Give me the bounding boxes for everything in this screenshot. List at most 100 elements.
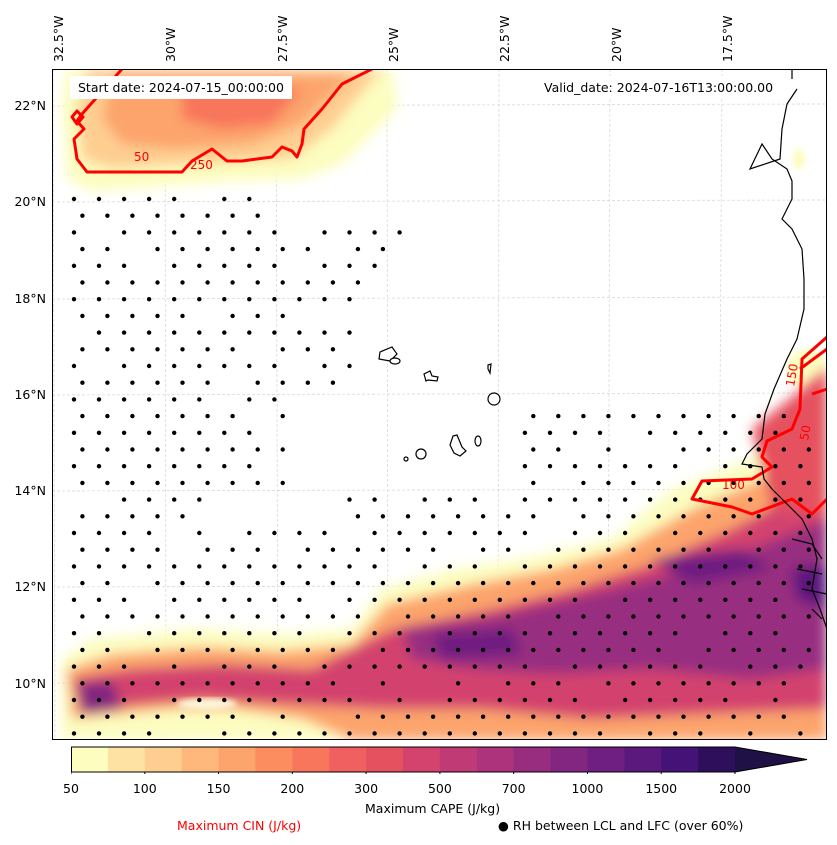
rh-dot: [422, 664, 427, 669]
rh-dot: [681, 447, 686, 452]
rh-dot: [581, 547, 586, 552]
rh-dot: [430, 547, 436, 552]
rh-dot: [622, 597, 628, 602]
rh-dot: [748, 631, 753, 636]
rh-dot: [121, 530, 127, 536]
rh-dot: [197, 430, 202, 435]
lat-tick-label: 16°N: [14, 387, 46, 402]
rh-dot: [597, 464, 603, 469]
rh-dot: [330, 614, 336, 619]
rh-dot: [80, 313, 85, 319]
rh-dot: [756, 647, 761, 653]
rh-dot: [230, 480, 235, 486]
rh-dot: [197, 297, 202, 302]
rh-dot: [756, 614, 761, 619]
island: [389, 357, 401, 365]
rh-dot: [681, 480, 686, 486]
rh-dot: [105, 580, 110, 586]
rh-dot: [606, 714, 611, 719]
rh-dot: [80, 714, 85, 719]
rh-dot: [781, 447, 786, 452]
rh-dot: [656, 647, 661, 653]
rh-dot: [197, 564, 202, 569]
rh-dot: [272, 397, 277, 402]
rh-dot: [322, 697, 327, 703]
rh-dot: [698, 564, 703, 569]
rh-dot: [130, 447, 135, 452]
lon-tick-label: 32.5°W: [51, 15, 66, 62]
rh-dot: [180, 280, 185, 285]
rh-dot: [80, 246, 85, 252]
rh-dot: [631, 614, 636, 619]
rh-dot: [647, 631, 653, 636]
rh-dot: [572, 664, 578, 669]
rh-dot: [673, 597, 678, 602]
lon-tick: 17.5°W: [720, 0, 737, 62]
rh-dot: [656, 714, 661, 719]
rh-dot: [798, 464, 803, 469]
rh-dot: [121, 330, 127, 335]
rh-dot: [380, 514, 386, 519]
rh-dot: [656, 480, 661, 486]
rh-dot: [96, 564, 102, 569]
rh-dot: [130, 313, 135, 319]
rh-dot: [631, 681, 636, 686]
rh-dot: [222, 363, 227, 369]
map-plot-area[interactable]: 50 250 100 150 50 Start date: 2024-07-15…: [52, 69, 827, 740]
rh-dot: [397, 530, 402, 536]
rh-dot: [647, 697, 653, 703]
rh-dot: [80, 514, 85, 519]
rh-dot: [723, 464, 728, 469]
rh-dot: [472, 631, 477, 636]
rh-dot: [121, 397, 127, 402]
rh-dot: [222, 263, 227, 268]
colorbar-segment: [144, 747, 183, 772]
rh-dot: [205, 580, 210, 586]
rh-dot: [105, 647, 110, 653]
rh-dot: [380, 647, 386, 653]
rh-dot: [556, 614, 561, 619]
rh-dot: [146, 196, 152, 202]
rh-dot: [96, 631, 102, 636]
rh-dot: [455, 514, 461, 519]
rh-dot: [322, 230, 327, 235]
rh-dot: [297, 597, 302, 602]
rh-dot: [723, 530, 728, 536]
rh-dot: [681, 514, 686, 519]
rh-dot: [806, 580, 811, 586]
rh-dot: [497, 731, 502, 736]
colorbar-segment: [476, 747, 515, 772]
valid-date-label: Valid_date: 2024-07-16T13:00:00.00: [536, 76, 782, 99]
rh-dot: [280, 614, 285, 619]
rh-dot: [355, 280, 361, 285]
rh-dot: [631, 647, 636, 653]
rh-dot: [347, 631, 352, 636]
rh-dot: [781, 547, 786, 552]
cin-contour: [799, 347, 827, 396]
rh-dot: [347, 297, 352, 302]
rh-dot: [197, 697, 202, 703]
rh-legend: ● RH between LCL and LFC (over 60%): [498, 818, 743, 833]
rh-dot: [706, 714, 711, 719]
rh-dot: [480, 714, 486, 719]
rh-dot: [397, 731, 402, 736]
rh-dot: [581, 580, 586, 586]
rh-dot: [522, 697, 528, 703]
rh-dot: [756, 480, 761, 486]
rh-dot: [71, 464, 77, 469]
colorbar-segment: [255, 747, 293, 772]
rh-dot: [230, 547, 235, 552]
rh-dot: [798, 530, 803, 536]
rh-dot: [581, 514, 586, 519]
rh-dot: [71, 263, 77, 268]
rh-dot: [146, 297, 152, 302]
rh-dot: [372, 564, 377, 569]
rh-dot: [297, 631, 302, 636]
rh-dot: [497, 697, 502, 703]
rh-dot: [380, 580, 386, 586]
rh-dot: [121, 464, 127, 469]
rh-dot: [155, 313, 160, 319]
rh-dot: [197, 464, 202, 469]
rh-dot: [380, 547, 386, 552]
colorbar-segment: [698, 747, 736, 772]
